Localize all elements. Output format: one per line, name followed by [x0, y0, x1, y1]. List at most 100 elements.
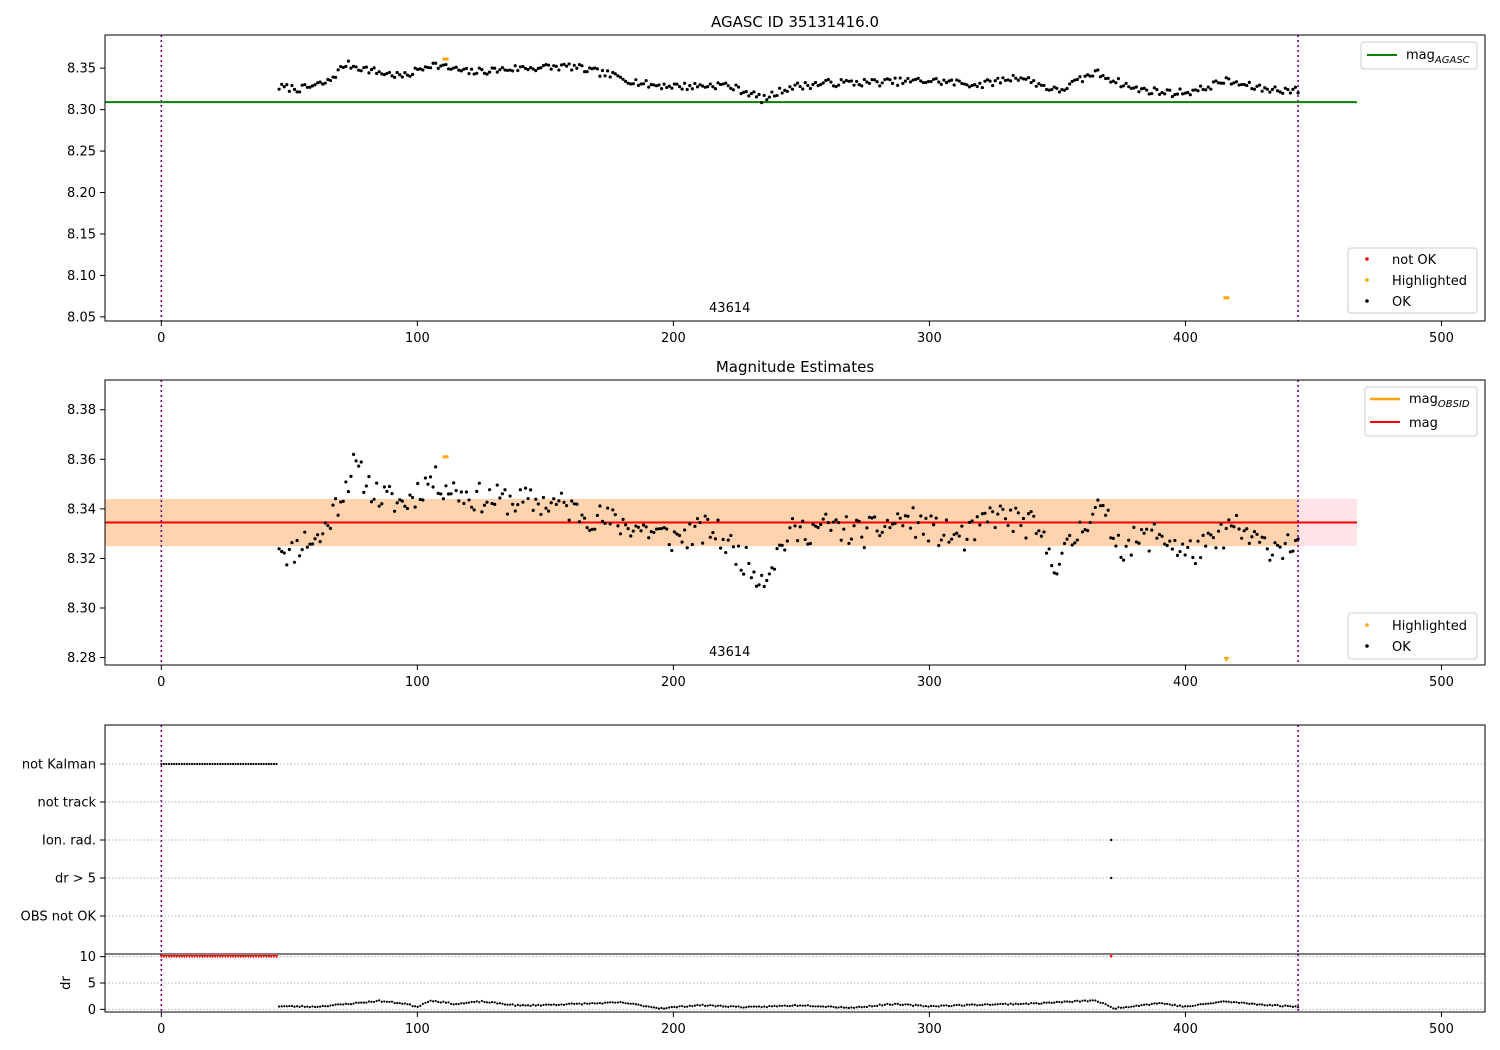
dr-point [1271, 1004, 1273, 1006]
ok-point [1032, 79, 1035, 82]
dr-point [550, 1004, 552, 1006]
ok-point [475, 490, 478, 493]
not-kalman-point [191, 763, 193, 765]
dr-point [1246, 1002, 1248, 1004]
dr-point [1035, 1002, 1037, 1004]
dr-point [699, 1004, 701, 1006]
dr-point [1125, 1006, 1127, 1008]
ok-point [1199, 85, 1202, 88]
ok-point [1186, 91, 1189, 94]
ok-point [285, 83, 288, 86]
ok-point [378, 505, 381, 508]
ok-point [1112, 537, 1115, 540]
dr-point [540, 1005, 542, 1007]
ok-point [434, 465, 437, 468]
ok-point [316, 533, 319, 536]
dr-point [1092, 999, 1094, 1001]
ok-point [909, 527, 912, 530]
ok-point [347, 490, 350, 493]
ok-point [1094, 506, 1097, 509]
ok-point [683, 528, 686, 531]
ok-point [388, 485, 391, 488]
dr-point [840, 1006, 842, 1008]
dr-point [653, 1006, 655, 1008]
dr-point [904, 1003, 906, 1005]
dr-point [1202, 1003, 1204, 1005]
dr-point [427, 1001, 429, 1003]
legend-label: Highlighted [1392, 274, 1467, 289]
ok-point [729, 534, 732, 537]
dr-point [594, 1002, 596, 1004]
dr-point [686, 1006, 688, 1008]
ok-point [929, 80, 932, 83]
dr-point [748, 1006, 750, 1008]
ok-point [1253, 530, 1256, 533]
ok-point [811, 83, 814, 86]
ok-point [1030, 510, 1033, 513]
ok-point [683, 82, 686, 85]
ok-point [645, 79, 648, 82]
dr-point [1184, 1005, 1186, 1007]
ok-point [675, 83, 678, 86]
ok-point [994, 79, 997, 82]
dr-point [281, 1005, 283, 1007]
ok-point [1068, 534, 1071, 537]
ok-point [534, 69, 537, 72]
ok-point [878, 534, 881, 537]
ok-point [401, 500, 404, 503]
dr-point [915, 1004, 917, 1006]
ok-point [285, 563, 288, 566]
ok-point [701, 542, 704, 545]
ok-point [355, 65, 358, 68]
dr-point [673, 1006, 675, 1008]
dr-point [1089, 999, 1091, 1001]
ok-point [467, 498, 470, 501]
ok-point [478, 482, 481, 485]
dr-point [558, 1004, 560, 1006]
ok-point [1060, 552, 1063, 555]
ok-point [306, 546, 309, 549]
ok-point [632, 82, 635, 85]
ok-point [544, 507, 547, 510]
ok-point [953, 83, 956, 86]
dr-point [933, 1005, 935, 1007]
dr-point [599, 1002, 601, 1004]
not-kalman-point [194, 763, 196, 765]
ok-point [991, 84, 994, 87]
dr-point [930, 1005, 932, 1007]
dr-point [358, 1002, 360, 1004]
ok-point [1030, 81, 1033, 84]
ok-point [965, 538, 968, 541]
ok-point [496, 484, 499, 487]
ok-point [837, 521, 840, 524]
ok-point [657, 83, 660, 86]
ok-point [881, 531, 884, 534]
not-kalman-point [263, 763, 265, 765]
ok-point [344, 65, 347, 68]
ok-point [372, 66, 375, 69]
dr-point [825, 1006, 827, 1008]
dr-point [868, 1005, 870, 1007]
dr-point [1176, 1005, 1178, 1007]
dr-point [950, 1005, 952, 1007]
ok-point [976, 85, 979, 88]
ok-point [1253, 88, 1256, 91]
dr-point [1207, 1002, 1209, 1004]
dr-point [342, 1003, 344, 1005]
ok-point [562, 63, 565, 66]
ok-point [313, 537, 316, 540]
ok-point [1225, 527, 1228, 530]
ok-point [822, 518, 825, 521]
ok-point [724, 82, 727, 85]
dr-point [714, 1005, 716, 1007]
ok-point [575, 503, 578, 506]
ok-point [860, 536, 863, 539]
dr-point [909, 1004, 911, 1006]
dr-point [640, 1004, 642, 1006]
ok-point [449, 492, 452, 495]
ok-point [432, 485, 435, 488]
dr-panel: 0 100 200 300 400 5000510dr [59, 950, 1485, 1037]
ok-point [557, 499, 560, 502]
dr-point [953, 1004, 955, 1006]
dr-point [925, 1005, 927, 1007]
